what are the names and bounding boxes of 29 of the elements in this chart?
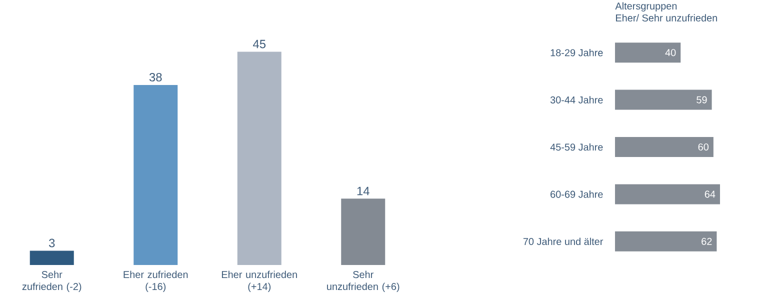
bar [615,231,717,252]
x-tick-label: Eher zufrieden (-16) [124,270,188,292]
x-tick-label: Eher unzufrieden (+14) [222,270,297,292]
data-label: 60 [698,143,709,151]
bar [615,90,712,110]
bar [615,42,681,63]
y-tick-label: 30-44 Jahre [550,96,603,104]
data-label: 45 [253,40,266,48]
bar [341,198,386,265]
y-tick-label: 60-69 Jahre [550,190,603,198]
bar [134,84,178,265]
data-label: 14 [357,186,370,196]
bar [615,184,720,204]
bar [30,250,74,265]
data-label: 40 [665,49,676,56]
x-tick-label: Sehr zufrieden (-2) [22,270,82,292]
data-label: 64 [704,190,716,198]
data-label: 59 [696,96,707,104]
data-label: 62 [702,238,712,245]
x-tick-label: Sehr unzufrieden (+6) [327,270,400,292]
data-label: 3 [49,238,55,248]
data-label: 38 [149,72,162,82]
y-tick-label: 18-29 Jahre [550,48,603,56]
bar [615,137,714,157]
y-tick-label: 70 Jahre und älter [523,238,604,246]
chart-title: Altersgruppen [615,2,677,12]
bar [237,52,282,265]
y-tick-label: 45-59 Jahre [550,143,603,151]
chart-subtitle: Eher/ Sehr unzufrieden [616,14,717,22]
